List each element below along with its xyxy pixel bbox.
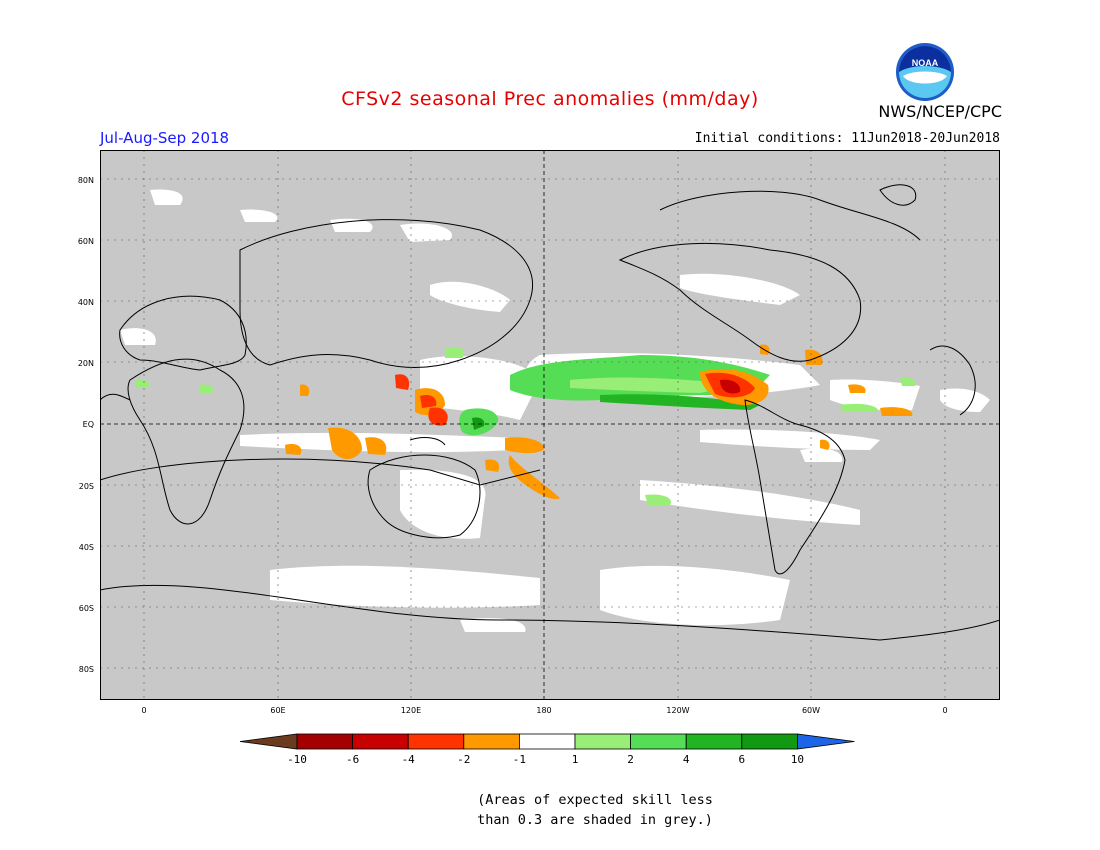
logo-text: NOAA [912, 58, 939, 68]
legend-label: 2 [627, 753, 634, 766]
legend-box-2 [352, 733, 409, 750]
legend-label: -2 [457, 753, 470, 766]
legend-arrow-left [239, 733, 298, 750]
legend-box-3 [407, 733, 465, 750]
lat-label-20n: 20N [78, 359, 94, 368]
forecast-period: Jul-Aug-Sep 2018 [100, 129, 230, 147]
lon-label-0: 0 [141, 706, 146, 715]
legend-label: -10 [287, 753, 307, 766]
legend-arrow-right [797, 733, 855, 750]
lat-label-40s: 40S [79, 543, 94, 552]
longitude-axis: 0 60E 120E 180 120W 60W 0 [141, 706, 947, 715]
continent-outlines [100, 184, 1000, 641]
initial-conditions: Initial conditions: 11Jun2018-20Jun2018 [694, 131, 1000, 146]
lat-label-80n: 80N [78, 176, 94, 185]
legend-box-5 [518, 733, 576, 750]
legend-color-boxes [239, 733, 855, 750]
lat-label-40n: 40N [78, 298, 94, 307]
skill-note-line2: than 0.3 are shaded in grey.) [477, 812, 713, 828]
lon-label-0-east: 0 [942, 706, 947, 715]
lon-label-60e: 60E [270, 706, 285, 715]
lon-label-180: 180 [536, 706, 551, 715]
legend-label: 1 [572, 753, 579, 766]
orange-dry-anomalies [285, 344, 913, 500]
legend-label: 10 [791, 753, 804, 766]
lat-label-80s: 80S [79, 665, 94, 674]
legend-label: -1 [513, 753, 526, 766]
color-scale-legend: -10 -6 -4 -2 -1 1 2 4 6 10 [239, 733, 855, 766]
skill-note: (Areas of expected skill less than 0.3 a… [0, 790, 1100, 830]
legend-box-7 [630, 733, 687, 750]
latitude-axis: 80N 60N 40N 20N EQ 20S 40S 60S 80S [78, 176, 94, 674]
legend-box-8 [685, 733, 743, 750]
legend-label: -4 [402, 753, 416, 766]
lon-label-60w: 60W [802, 706, 820, 715]
legend-labels: -10 -6 -4 -2 -1 1 2 4 6 10 [287, 753, 804, 766]
legend-label: 6 [738, 753, 745, 766]
legend-box-9 [741, 733, 798, 750]
noaa-logo: NOAA [896, 43, 954, 101]
lat-label-60n: 60N [78, 237, 94, 246]
lon-label-120e: 120E [401, 706, 421, 715]
legend-box-4 [463, 733, 520, 750]
legend-box-1 [296, 733, 353, 750]
lon-label-120w: 120W [666, 706, 689, 715]
legend-box-6 [574, 733, 631, 750]
lat-label-20s: 20S [79, 482, 94, 491]
lat-label-60s: 60S [79, 604, 94, 613]
map-title: CFSv2 seasonal Prec anomalies (mm/day) [341, 88, 759, 110]
skill-note-line1: (Areas of expected skill less [477, 792, 713, 808]
map-frame [100, 150, 1000, 700]
equator-dateline [100, 150, 1000, 700]
agency-label: NWS/NCEP/CPC [878, 102, 1002, 121]
grid-lines [100, 150, 1000, 700]
green-wet-anomalies [135, 347, 916, 505]
legend-label: 4 [683, 753, 690, 766]
anomaly-map [100, 150, 1000, 700]
legend-label: -6 [346, 753, 359, 766]
lat-label-eq: EQ [83, 420, 94, 429]
